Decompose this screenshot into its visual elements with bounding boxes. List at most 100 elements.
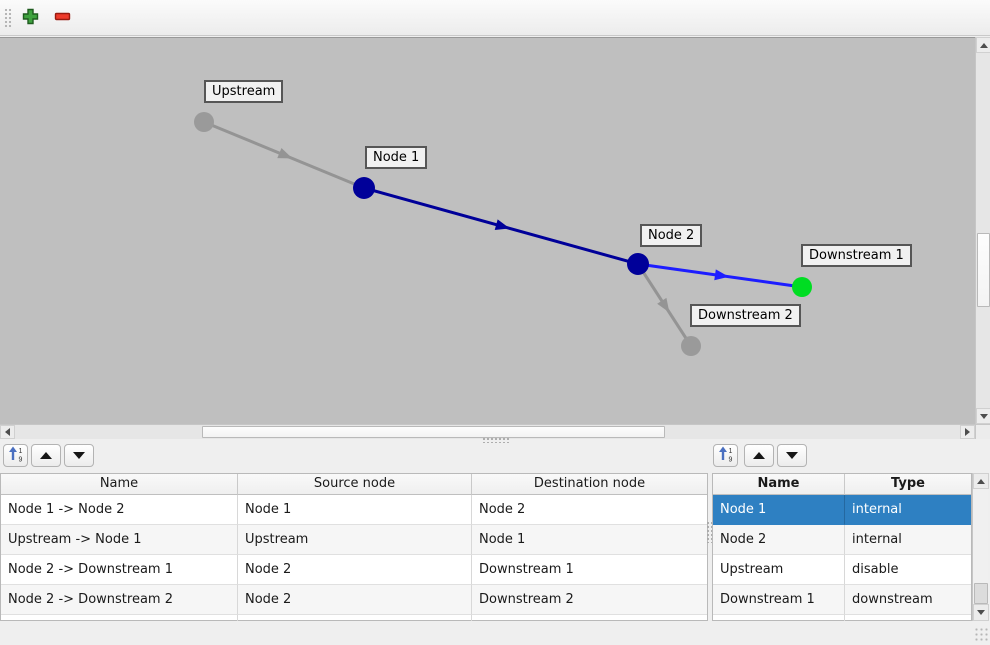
svg-text:1: 1 xyxy=(729,448,733,455)
horizontal-pane-splitter[interactable] xyxy=(482,437,510,443)
table-cell[interactable]: internal xyxy=(845,495,971,525)
table-row[interactable]: Node 2 internal xyxy=(713,525,971,555)
arrow-down-icon xyxy=(979,413,988,419)
column-header[interactable]: Name xyxy=(1,474,238,495)
graph-svg xyxy=(194,112,812,356)
column-header[interactable]: Name xyxy=(713,474,845,495)
window-resize-grip[interactable] xyxy=(974,627,988,641)
column-header[interactable]: Source node xyxy=(238,474,472,495)
edge-move-up-button[interactable] xyxy=(31,444,61,467)
table-row[interactable]: Upstream -> Node 1 Upstream Node 1 xyxy=(1,525,707,555)
table-cell[interactable]: Node 1 xyxy=(238,495,472,525)
table-row[interactable]: Node 1 -> Node 2 Node 1 Node 2 xyxy=(1,495,707,525)
table-cell[interactable]: Node 1 xyxy=(472,525,707,555)
node-label[interactable]: Downstream 2 xyxy=(690,304,801,327)
table-cell[interactable]: Node 2 xyxy=(238,585,472,615)
table-cell[interactable]: downstream xyxy=(845,585,971,615)
arrow-down-icon xyxy=(977,610,985,615)
add-button[interactable] xyxy=(17,5,43,31)
nodes-table[interactable]: Name Type Node 1 internal Node 2 internal Upst… xyxy=(712,473,972,621)
table-header-row: Name Source node Destination node xyxy=(1,474,707,495)
table-row[interactable]: Node 1 internal xyxy=(713,495,971,525)
arrow-up-icon xyxy=(977,478,985,484)
graph-node[interactable] xyxy=(681,336,701,356)
table-cell[interactable]: Node 2 xyxy=(238,555,472,585)
horizontal-scroll-thumb[interactable] xyxy=(202,426,665,438)
table-row[interactable]: Downstream 1 downstream xyxy=(713,585,971,615)
graph-node[interactable] xyxy=(627,253,649,275)
table-cell[interactable]: Node 2 -> Downstream 1 xyxy=(1,555,238,585)
node-label[interactable]: Downstream 1 xyxy=(801,244,912,267)
graph-canvas[interactable]: Upstream Node 1 Node 2 Downstream 1 Downstre… xyxy=(0,37,975,424)
svg-text:1: 1 xyxy=(19,448,23,455)
plus-icon xyxy=(22,8,39,28)
node-label[interactable]: Node 2 xyxy=(640,224,703,247)
table-cell[interactable]: Node 2 -> Downstream 2 xyxy=(1,585,238,615)
node-move-down-button[interactable] xyxy=(777,444,807,467)
vertical-scroll-thumb[interactable] xyxy=(977,233,990,307)
scroll-up-button[interactable] xyxy=(973,473,989,489)
move-up-icon xyxy=(753,452,765,459)
toolbar-grip[interactable] xyxy=(3,7,12,29)
table-cell[interactable]: Node 2 xyxy=(472,495,707,525)
main-toolbar xyxy=(0,0,990,36)
table-row[interactable]: Node 2 -> Downstream 2 Node 2 Downstream 2 xyxy=(1,585,707,615)
move-up-icon xyxy=(40,452,52,459)
scroll-down-button[interactable] xyxy=(976,408,990,424)
table-cell[interactable]: disable xyxy=(845,555,971,585)
canvas-horizontal-scrollbar[interactable] xyxy=(0,424,975,439)
edge-arrow-icon xyxy=(714,269,729,281)
empty-row xyxy=(1,615,707,621)
table-cell[interactable]: Upstream xyxy=(713,555,845,585)
table-cell[interactable]: Downstream 1 xyxy=(713,585,845,615)
svg-text:9: 9 xyxy=(19,457,23,463)
svg-text:9: 9 xyxy=(729,457,733,463)
remove-button[interactable] xyxy=(49,5,75,31)
table-cell[interactable]: Downstream 1 xyxy=(472,555,707,585)
scrollbar-corner xyxy=(975,424,990,439)
table-cell[interactable]: Node 1 xyxy=(713,495,845,525)
edge-arrow-icon xyxy=(277,148,293,159)
graph-node[interactable] xyxy=(792,277,812,297)
table-cell[interactable]: internal xyxy=(845,525,971,555)
arrow-left-icon xyxy=(5,428,10,436)
scroll-right-button[interactable] xyxy=(960,425,975,439)
node-move-up-button[interactable] xyxy=(744,444,774,467)
table-cell[interactable]: Node 2 xyxy=(713,525,845,555)
graph-node[interactable] xyxy=(194,112,214,132)
edges-table[interactable]: Name Source node Destination node Node 1 ->… xyxy=(0,473,708,621)
edge-arrow-icon xyxy=(494,219,510,230)
table-body: Node 1 internal Node 2 internal Upstream disa… xyxy=(713,495,971,621)
table-header-row: Name Type xyxy=(713,474,971,495)
table-cell[interactable]: Node 1 -> Node 2 xyxy=(1,495,238,525)
column-header[interactable]: Type xyxy=(845,474,971,495)
table-cell[interactable]: Upstream xyxy=(238,525,472,555)
empty-row xyxy=(713,615,971,621)
scroll-up-button[interactable] xyxy=(976,37,990,53)
scroll-down-button[interactable] xyxy=(973,604,989,621)
table-cell[interactable]: Upstream -> Node 1 xyxy=(1,525,238,555)
canvas-vertical-scrollbar[interactable] xyxy=(975,37,990,424)
arrow-up-icon xyxy=(979,42,988,48)
node-label[interactable]: Node 1 xyxy=(365,146,428,169)
table-body: Node 1 -> Node 2 Node 1 Node 2 Upstream -> … xyxy=(1,495,707,621)
edge-move-down-button[interactable] xyxy=(64,444,94,467)
table-row[interactable]: Node 2 -> Downstream 1 Node 2 Downstream 1 xyxy=(1,555,707,585)
move-down-icon xyxy=(786,452,798,459)
node-label[interactable]: Upstream xyxy=(204,80,284,103)
vertical-scroll-thumb[interactable] xyxy=(974,583,988,604)
scroll-left-button[interactable] xyxy=(0,425,15,439)
nodes-table-scrollbar[interactable] xyxy=(972,473,989,621)
table-cell[interactable]: Downstream 2 xyxy=(472,585,707,615)
move-down-icon xyxy=(73,452,85,459)
graph-node[interactable] xyxy=(353,177,375,199)
column-header[interactable]: Destination node xyxy=(472,474,707,495)
minus-icon xyxy=(54,8,71,28)
vertical-pane-splitter[interactable] xyxy=(706,521,712,543)
table-row[interactable]: Upstream disable xyxy=(713,555,971,585)
